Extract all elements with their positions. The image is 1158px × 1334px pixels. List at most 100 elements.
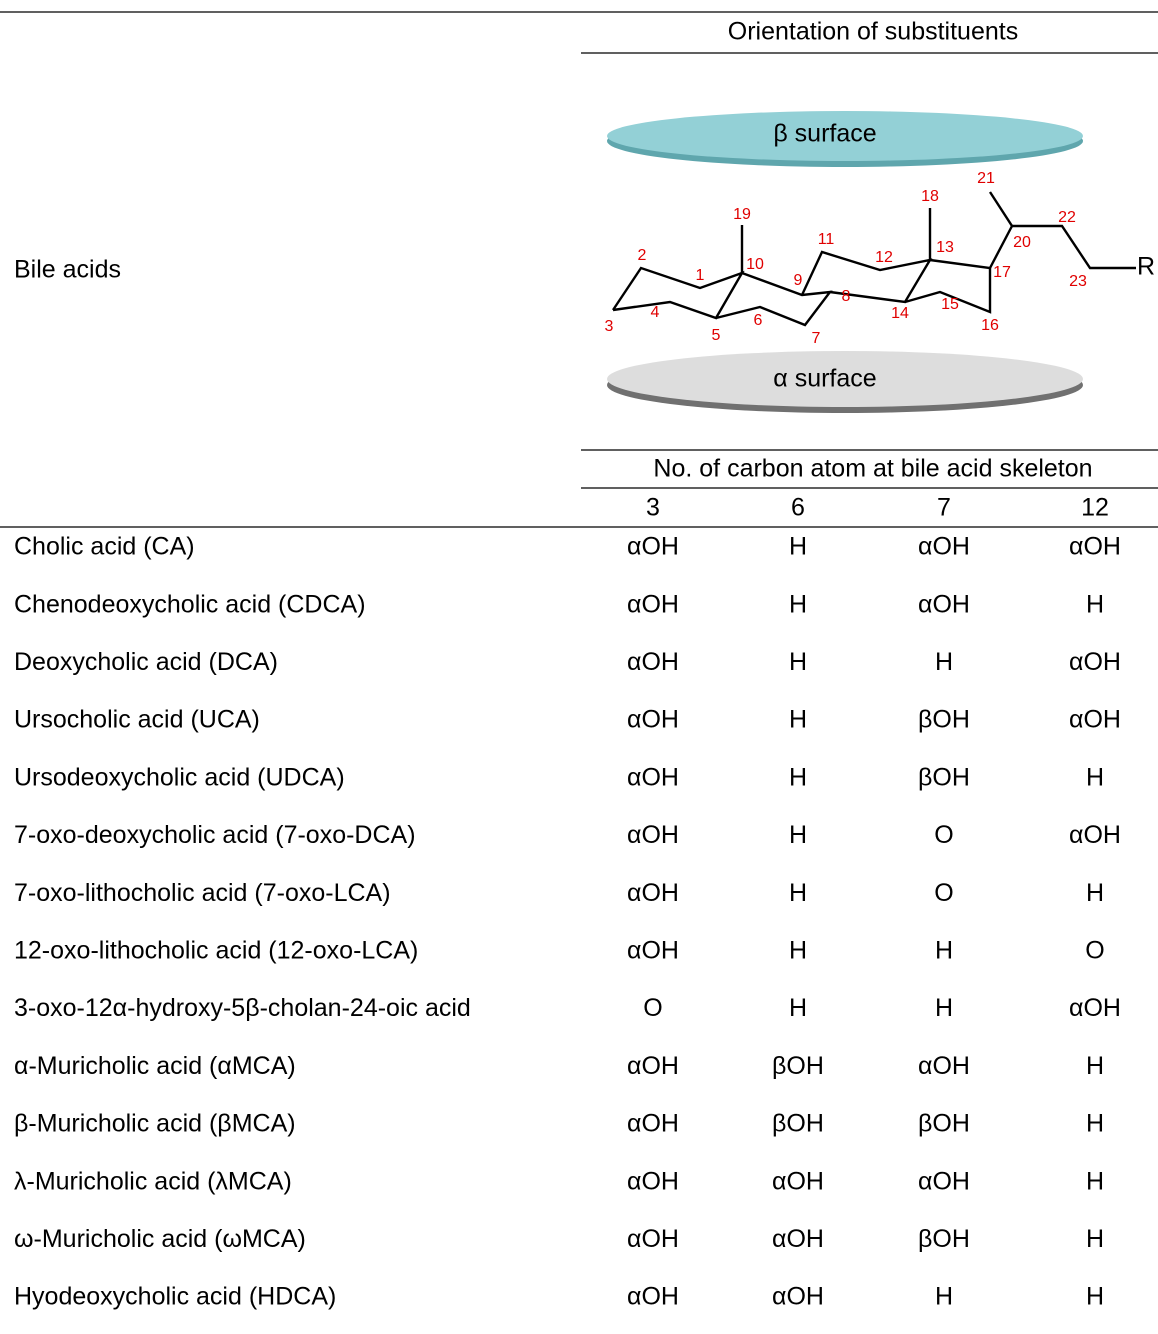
atom-number: 22	[1058, 209, 1076, 226]
atom-number: 2	[638, 247, 647, 264]
row-name: Deoxycholic acid (DCA)	[14, 648, 278, 676]
cell-value: αOH	[1069, 821, 1121, 849]
cell-value: αOH	[627, 1110, 679, 1138]
cell-value: βOH	[772, 1110, 824, 1138]
row-name: 3-oxo-12α-hydroxy-5β-cholan-24-oic acid	[14, 994, 471, 1022]
cell-value: H	[1086, 879, 1104, 907]
cell-value: O	[934, 879, 953, 907]
row-name: ω-Muricholic acid (ωMCA)	[14, 1225, 306, 1253]
atom-number: 18	[921, 188, 939, 205]
cell-value: H	[935, 1283, 953, 1311]
cell-value: βOH	[918, 763, 970, 791]
beta-surface: β surface	[607, 111, 1083, 167]
cell-value: αOH	[627, 1283, 679, 1311]
column-header: 3	[646, 494, 660, 522]
cell-value: βOH	[918, 706, 970, 734]
cell-value: βOH	[918, 1225, 970, 1253]
row-name: Chenodeoxycholic acid (CDCA)	[14, 590, 366, 618]
atom-number: 16	[981, 317, 999, 334]
alpha-surface: α surface	[607, 351, 1083, 413]
table-row: 3-oxo-12α-hydroxy-5β-cholan-24-oic acid O…	[14, 994, 1121, 1022]
cell-value: αOH	[627, 533, 679, 561]
cell-value: H	[789, 821, 807, 849]
atom-number: 4	[651, 304, 660, 321]
cell-value: αOH	[772, 1225, 824, 1253]
cell-value: αOH	[627, 763, 679, 791]
cell-value: H	[935, 994, 953, 1022]
cell-value: H	[789, 994, 807, 1022]
cell-value: H	[1086, 1052, 1104, 1080]
cell-value: αOH	[627, 1052, 679, 1080]
cell-value: O	[643, 994, 662, 1022]
row-name: α-Muricholic acid (αMCA)	[14, 1052, 296, 1080]
beta-label: β surface	[773, 120, 876, 148]
cell-value: H	[789, 706, 807, 734]
table-row: ω-Muricholic acid (ωMCA) αOH αOH βOH H	[14, 1225, 1104, 1253]
cell-value: αOH	[918, 1167, 970, 1195]
atom-number: 21	[977, 170, 995, 187]
atom-number: 9	[794, 272, 803, 289]
atom-number: 13	[936, 239, 954, 256]
atom-number: 11	[818, 231, 835, 248]
cell-value: H	[1086, 763, 1104, 791]
atom-number: 20	[1013, 234, 1031, 251]
cell-value: αOH	[772, 1167, 824, 1195]
cell-value: αOH	[1069, 648, 1121, 676]
cell-value: αOH	[1069, 706, 1121, 734]
row-label-header: Bile acids	[14, 256, 121, 284]
atom-number: 23	[1069, 273, 1087, 290]
atom-number: 14	[891, 305, 909, 322]
row-name: λ-Muricholic acid (λMCA)	[14, 1167, 292, 1195]
cell-value: αOH	[918, 533, 970, 561]
cell-value: αOH	[627, 648, 679, 676]
cell-value: αOH	[627, 1167, 679, 1195]
cell-value: αOH	[627, 937, 679, 965]
r-group: R	[1137, 253, 1155, 281]
column-header: 7	[937, 494, 951, 522]
column-header: 12	[1081, 494, 1109, 522]
atom-number: 19	[733, 206, 751, 223]
cell-value: H	[935, 648, 953, 676]
cell-value: H	[1086, 1167, 1104, 1195]
atom-number: 5	[712, 327, 721, 344]
cell-value: H	[789, 937, 807, 965]
table-row: 12-oxo-lithocholic acid (12-oxo-LCA) αOH H…	[14, 937, 1105, 965]
cell-value: αOH	[627, 821, 679, 849]
cell-value: H	[789, 648, 807, 676]
row-name: Ursodeoxycholic acid (UDCA)	[14, 763, 345, 791]
cell-value: O	[1085, 937, 1104, 965]
alpha-label: α surface	[773, 365, 876, 393]
row-name: 7-oxo-deoxycholic acid (7-oxo-DCA)	[14, 821, 416, 849]
page: Orientation of substituents Bile acids β…	[0, 0, 1158, 1329]
cell-value: H	[1086, 1283, 1104, 1311]
atom-number: 3	[605, 318, 614, 335]
row-name: β-Muricholic acid (βMCA)	[14, 1110, 296, 1138]
cell-value: H	[1086, 590, 1104, 618]
atom-number: 17	[993, 264, 1011, 281]
sub-title: No. of carbon atom at bile acid skeleton	[653, 455, 1092, 483]
cell-value: H	[789, 879, 807, 907]
atom-number: 12	[875, 249, 893, 266]
cell-value: αOH	[627, 1225, 679, 1253]
cell-value: αOH	[627, 879, 679, 907]
cell-value: αOH	[918, 590, 970, 618]
row-name: 12-oxo-lithocholic acid (12-oxo-LCA)	[14, 937, 418, 965]
cell-value: H	[1086, 1225, 1104, 1253]
table-row: λ-Muricholic acid (λMCA) αOH αOH αOH H	[14, 1167, 1104, 1195]
cell-value: αOH	[627, 706, 679, 734]
atom-number: 15	[941, 296, 959, 313]
cell-value: O	[934, 821, 953, 849]
cell-value: αOH	[1069, 994, 1121, 1022]
group-title: Orientation of substituents	[728, 18, 1018, 46]
row-name: Ursocholic acid (UCA)	[14, 706, 260, 734]
